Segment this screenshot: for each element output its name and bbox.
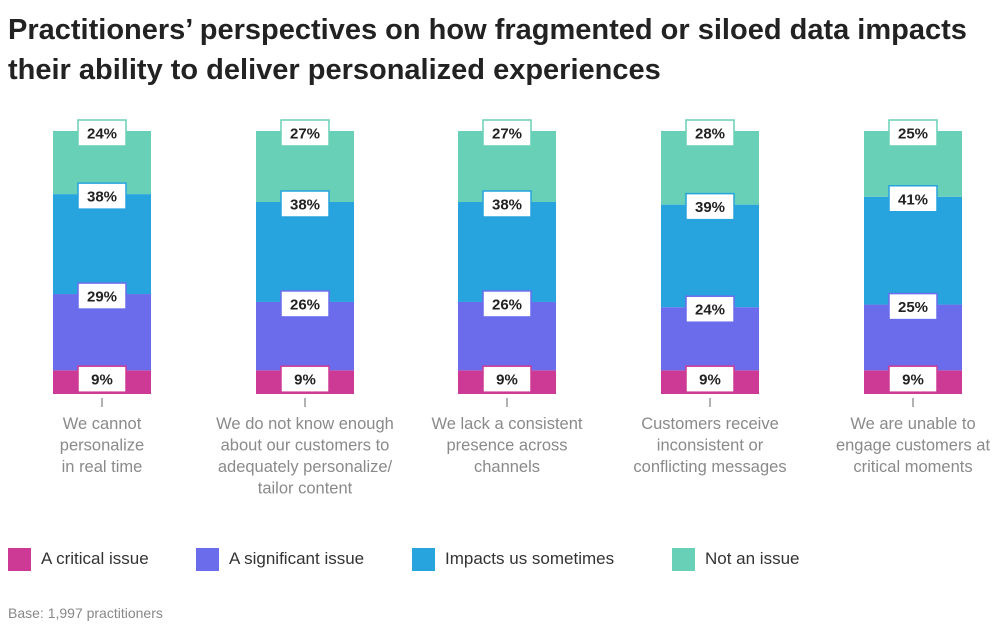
data-label-box-critical <box>888 365 938 393</box>
data-label-significant: 26% <box>492 296 522 313</box>
x-tick-label-line: presence across <box>446 437 567 455</box>
data-label-sometimes: 38% <box>492 197 522 214</box>
legend-item-significant: A significant issue <box>196 545 364 573</box>
data-label-box-significant <box>280 290 330 318</box>
data-label-box-significant <box>888 292 938 321</box>
x-tick-label-line: channels <box>474 458 540 476</box>
legend-item-critical: A critical issue <box>8 545 149 573</box>
data-label-box-significant <box>685 295 735 323</box>
bar-segment-sometimes <box>256 202 354 302</box>
data-label-sometimes: 38% <box>87 189 117 206</box>
legend-swatch-significant <box>196 547 219 571</box>
data-label-box-critical <box>77 365 127 393</box>
x-tick-label-line: We do not know enough <box>216 415 394 433</box>
data-label-critical: 9% <box>496 372 518 389</box>
data-label-not-issue: 28% <box>695 126 725 143</box>
data-label-box-sometimes <box>77 182 127 210</box>
data-label-not-issue: 25% <box>898 126 928 143</box>
x-tick-label-line: adequately personalize/ <box>218 458 393 476</box>
bar-segment-sometimes <box>53 194 151 295</box>
data-label-significant: 25% <box>898 299 928 316</box>
data-label-not-issue: 24% <box>87 126 117 143</box>
bar-segment-sometimes <box>458 202 556 302</box>
x-tick-label-line: tailor content <box>258 480 353 498</box>
x-tick-label-line: inconsistent or <box>657 437 764 455</box>
data-label-box-not-issue <box>482 119 532 147</box>
x-tick-label-line: personalize <box>60 437 144 455</box>
data-label-box-not-issue <box>888 119 938 147</box>
base-note: Base: 1,997 practitioners <box>8 605 163 621</box>
legend-swatch-not-issue <box>672 547 695 571</box>
data-label-box-sometimes <box>482 190 532 218</box>
data-label-box-sometimes <box>888 185 938 213</box>
data-label-box-not-issue <box>685 119 735 147</box>
x-tick-label-line: critical moments <box>853 458 972 476</box>
x-tick-label-line: We are unable to <box>850 415 975 433</box>
data-label-critical: 9% <box>91 372 113 389</box>
bar-segment-sometimes <box>864 196 962 305</box>
legend-item-not-issue: Not an issue <box>672 545 800 573</box>
data-label-box-critical <box>482 365 532 393</box>
data-label-sometimes: 39% <box>695 199 725 216</box>
x-tick-label-line: about our customers to <box>221 437 390 455</box>
legend-swatch-sometimes <box>412 547 435 571</box>
x-tick-label-line: We cannot <box>63 415 142 433</box>
data-label-sometimes: 38% <box>290 197 320 214</box>
data-label-box-critical <box>685 365 735 393</box>
data-label-box-sometimes <box>280 190 330 218</box>
stacked-bar-chart: 9% 29% 38% 24% We cannot personalize in real t… <box>53 119 991 498</box>
data-label-critical: 9% <box>699 372 721 389</box>
data-label-critical: 9% <box>294 372 316 389</box>
x-tick-label-line: engage customers at <box>836 437 991 455</box>
x-tick-label-line: Customers receive <box>641 415 779 433</box>
x-tick-label-line: in real time <box>62 458 143 476</box>
data-label-sometimes: 41% <box>898 191 928 208</box>
data-label-significant: 26% <box>290 296 320 313</box>
legend-swatch-critical <box>8 547 31 571</box>
legend-label-sometimes: Impacts us sometimes <box>445 549 615 568</box>
data-label-box-not-issue <box>77 119 127 147</box>
legend-item-sometimes: Impacts us sometimes <box>412 545 614 573</box>
data-label-box-critical <box>280 365 330 393</box>
data-label-box-significant <box>482 290 532 318</box>
x-tick-label-line: conflicting messages <box>633 458 786 476</box>
legend-label-significant: A significant issue <box>229 549 365 568</box>
data-label-significant: 24% <box>695 302 725 319</box>
data-label-box-significant <box>77 282 127 310</box>
data-label-significant: 29% <box>87 289 117 306</box>
legend-label-not-issue: Not an issue <box>705 549 800 568</box>
data-label-box-sometimes <box>685 192 735 221</box>
legend: A critical issue A significant issue Imp… <box>8 545 998 575</box>
data-label-box-not-issue <box>280 119 330 147</box>
legend-label-critical: A critical issue <box>41 549 149 568</box>
chart-title: Practitioners’ perspectives on how fragm… <box>8 14 967 86</box>
bar-segment-sometimes <box>661 204 759 308</box>
data-label-not-issue: 27% <box>492 126 522 143</box>
x-tick-label-line: We lack a consistent <box>431 415 582 433</box>
data-label-critical: 9% <box>902 372 924 389</box>
data-label-not-issue: 27% <box>290 126 320 143</box>
